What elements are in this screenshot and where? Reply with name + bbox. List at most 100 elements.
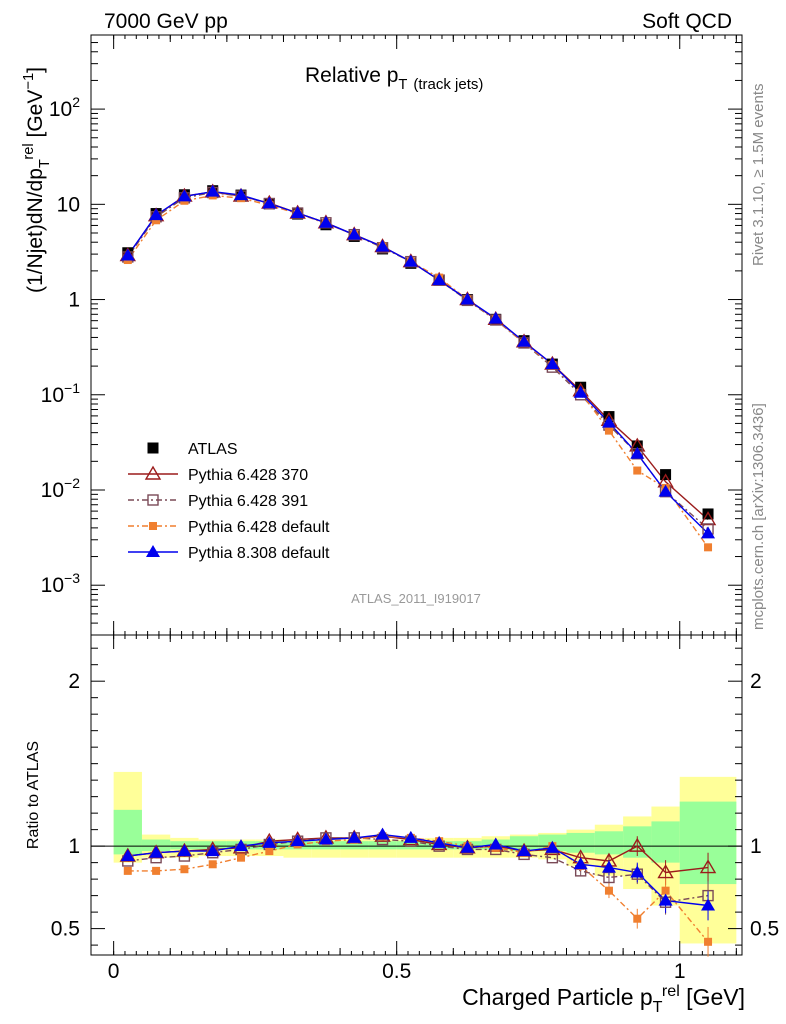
pythia6-default-marker	[237, 853, 246, 862]
pythia6-default-marker	[633, 466, 642, 475]
legend-entry-label: Pythia 8.308 default	[188, 545, 330, 562]
y-axis-label-subscript: T	[37, 159, 53, 168]
pythia8-marker	[149, 208, 164, 221]
y-tick-label: 10−2	[41, 475, 81, 502]
atlas-marker	[147, 442, 159, 454]
y-axis-label-superscript: rel	[21, 143, 37, 159]
pythia8-marker	[262, 196, 277, 209]
header-right: Soft QCD	[642, 10, 732, 33]
y-tick-label: 10−1	[41, 380, 81, 407]
pythia8-marker	[290, 206, 305, 219]
pythia8-marker	[488, 311, 503, 324]
pythia8-marker	[630, 446, 645, 459]
y-axis-label-part: (1/Njet)dN/dp	[24, 168, 47, 293]
stat-uncertainty-band	[566, 832, 595, 853]
x-tick-label: 0.5	[382, 960, 411, 983]
pythia6-370-marker	[699, 859, 717, 874]
legend-entry-label: Pythia 6.428 391	[188, 493, 308, 510]
pythia6-default-marker	[604, 426, 613, 435]
pythia8-marker	[601, 860, 616, 873]
pythia8-marker	[146, 545, 160, 557]
ratio-y-tick-label: 0.5	[51, 918, 80, 941]
y-tick-label: 10	[57, 193, 80, 216]
legend-entry-label: Pythia 6.428 370	[188, 467, 308, 484]
y-axis-label-part: ]	[24, 67, 47, 73]
rivet-label: Rivet 3.1.10, ≥ 1.5M events	[750, 84, 767, 267]
stat-uncertainty-band	[113, 809, 142, 855]
x-axis-label-part: [GeV]	[680, 984, 745, 1010]
y-axis-label: (1/Njet)dN/dpTrel [GeV−1]	[21, 67, 53, 293]
header-left: 7000 GeV pp	[104, 10, 228, 33]
pythia6-default-marker	[149, 522, 157, 530]
pythia8-marker	[432, 835, 447, 848]
y-axis-label-superscript: −1	[21, 73, 37, 90]
pythia6-370-marker	[144, 465, 162, 480]
x-axis-label: Charged Particle pTrel [GeV]	[462, 982, 745, 1016]
pythia8-marker	[120, 248, 135, 261]
chart-title: Relative pT (track jets)	[305, 64, 483, 93]
pythia6-default-marker	[152, 216, 161, 225]
chart-title-subscript: T	[398, 77, 407, 93]
pythia8-marker	[347, 830, 362, 843]
chart-title-note: (track jets)	[413, 76, 483, 93]
pythia6-391-marker	[147, 494, 159, 506]
pythia6-370-marker	[657, 864, 674, 879]
y-tick-label: 1	[68, 289, 80, 312]
pythia6-default-marker	[208, 860, 217, 869]
x-axis-label-subscript: T	[653, 998, 663, 1016]
pythia8-marker	[701, 898, 716, 911]
stat-uncertainty-band	[368, 841, 397, 850]
legend: ATLAS Pythia 6.428 370 Pythia 6.428 391 Pyt…	[128, 441, 330, 562]
pythia6-default-marker	[704, 937, 713, 946]
axis-ticks: 0 0.5 1 10−3 10−2 10−1 1 10 102 0.5 0.5 1 1 2 2	[41, 34, 779, 983]
pythia8-marker	[630, 865, 645, 878]
pythia8-marker	[658, 484, 673, 497]
y-tick-exponent: −2	[64, 475, 80, 491]
y-tick-exponent: −1	[64, 380, 80, 396]
pythia8-marker	[517, 844, 532, 857]
pythia6-default-marker	[265, 847, 274, 856]
stat-uncertainty-band	[594, 831, 624, 855]
ratio-y-tick-label-right: 2	[750, 670, 762, 693]
pythia6-default-marker	[661, 886, 670, 895]
y-axis-label-part: [GeV	[24, 90, 47, 144]
chart-title-part: Relative p	[305, 64, 398, 87]
pythia6-default-marker	[704, 543, 713, 552]
pythia8-marker	[234, 839, 249, 852]
ratio-y-tick-label: 1	[68, 835, 80, 858]
series-markers	[119, 183, 717, 946]
stat-uncertainty-band	[311, 841, 341, 850]
pythia8-marker	[517, 334, 532, 347]
pythia8-marker	[573, 385, 588, 398]
mcplots-label: mcplots.cern.ch [arXiv:1306.3436]	[750, 403, 767, 630]
x-tick-label: 0	[108, 960, 120, 983]
legend-entry-label: ATLAS	[188, 441, 238, 458]
y-tick-label: 10−3	[41, 570, 81, 597]
pythia8-marker	[488, 837, 503, 850]
x-axis-label-part: Charged Particle p	[462, 984, 653, 1010]
atlas-marker	[702, 508, 714, 520]
pythia8-marker	[205, 844, 220, 857]
stat-uncertainty-band	[340, 841, 369, 850]
pythia8-marker	[573, 857, 588, 870]
pythia8-marker	[545, 357, 560, 370]
y-tick-exponent: 2	[72, 94, 80, 110]
pythia8-marker	[318, 832, 333, 845]
pythia8-marker	[149, 845, 164, 858]
pythia8-marker	[347, 227, 362, 240]
y-tick-exponent: −3	[64, 570, 80, 586]
pythia8-marker	[290, 834, 305, 847]
pythia8-marker	[177, 844, 192, 857]
pythia8-marker	[460, 292, 475, 305]
pythia8-marker	[375, 827, 390, 840]
atlas-marker	[631, 440, 643, 452]
pythia8-marker	[701, 526, 716, 539]
pythia8-marker	[460, 840, 475, 853]
ratio-y-axis-label: Ratio to ATLAS	[25, 741, 42, 849]
ratio-y-tick-label-right: 1	[750, 835, 762, 858]
ratio-y-tick-label: 2	[68, 670, 80, 693]
pythia6-default-marker	[123, 866, 132, 875]
pythia6-default-marker	[604, 886, 613, 895]
stat-uncertainty-band	[651, 821, 680, 863]
